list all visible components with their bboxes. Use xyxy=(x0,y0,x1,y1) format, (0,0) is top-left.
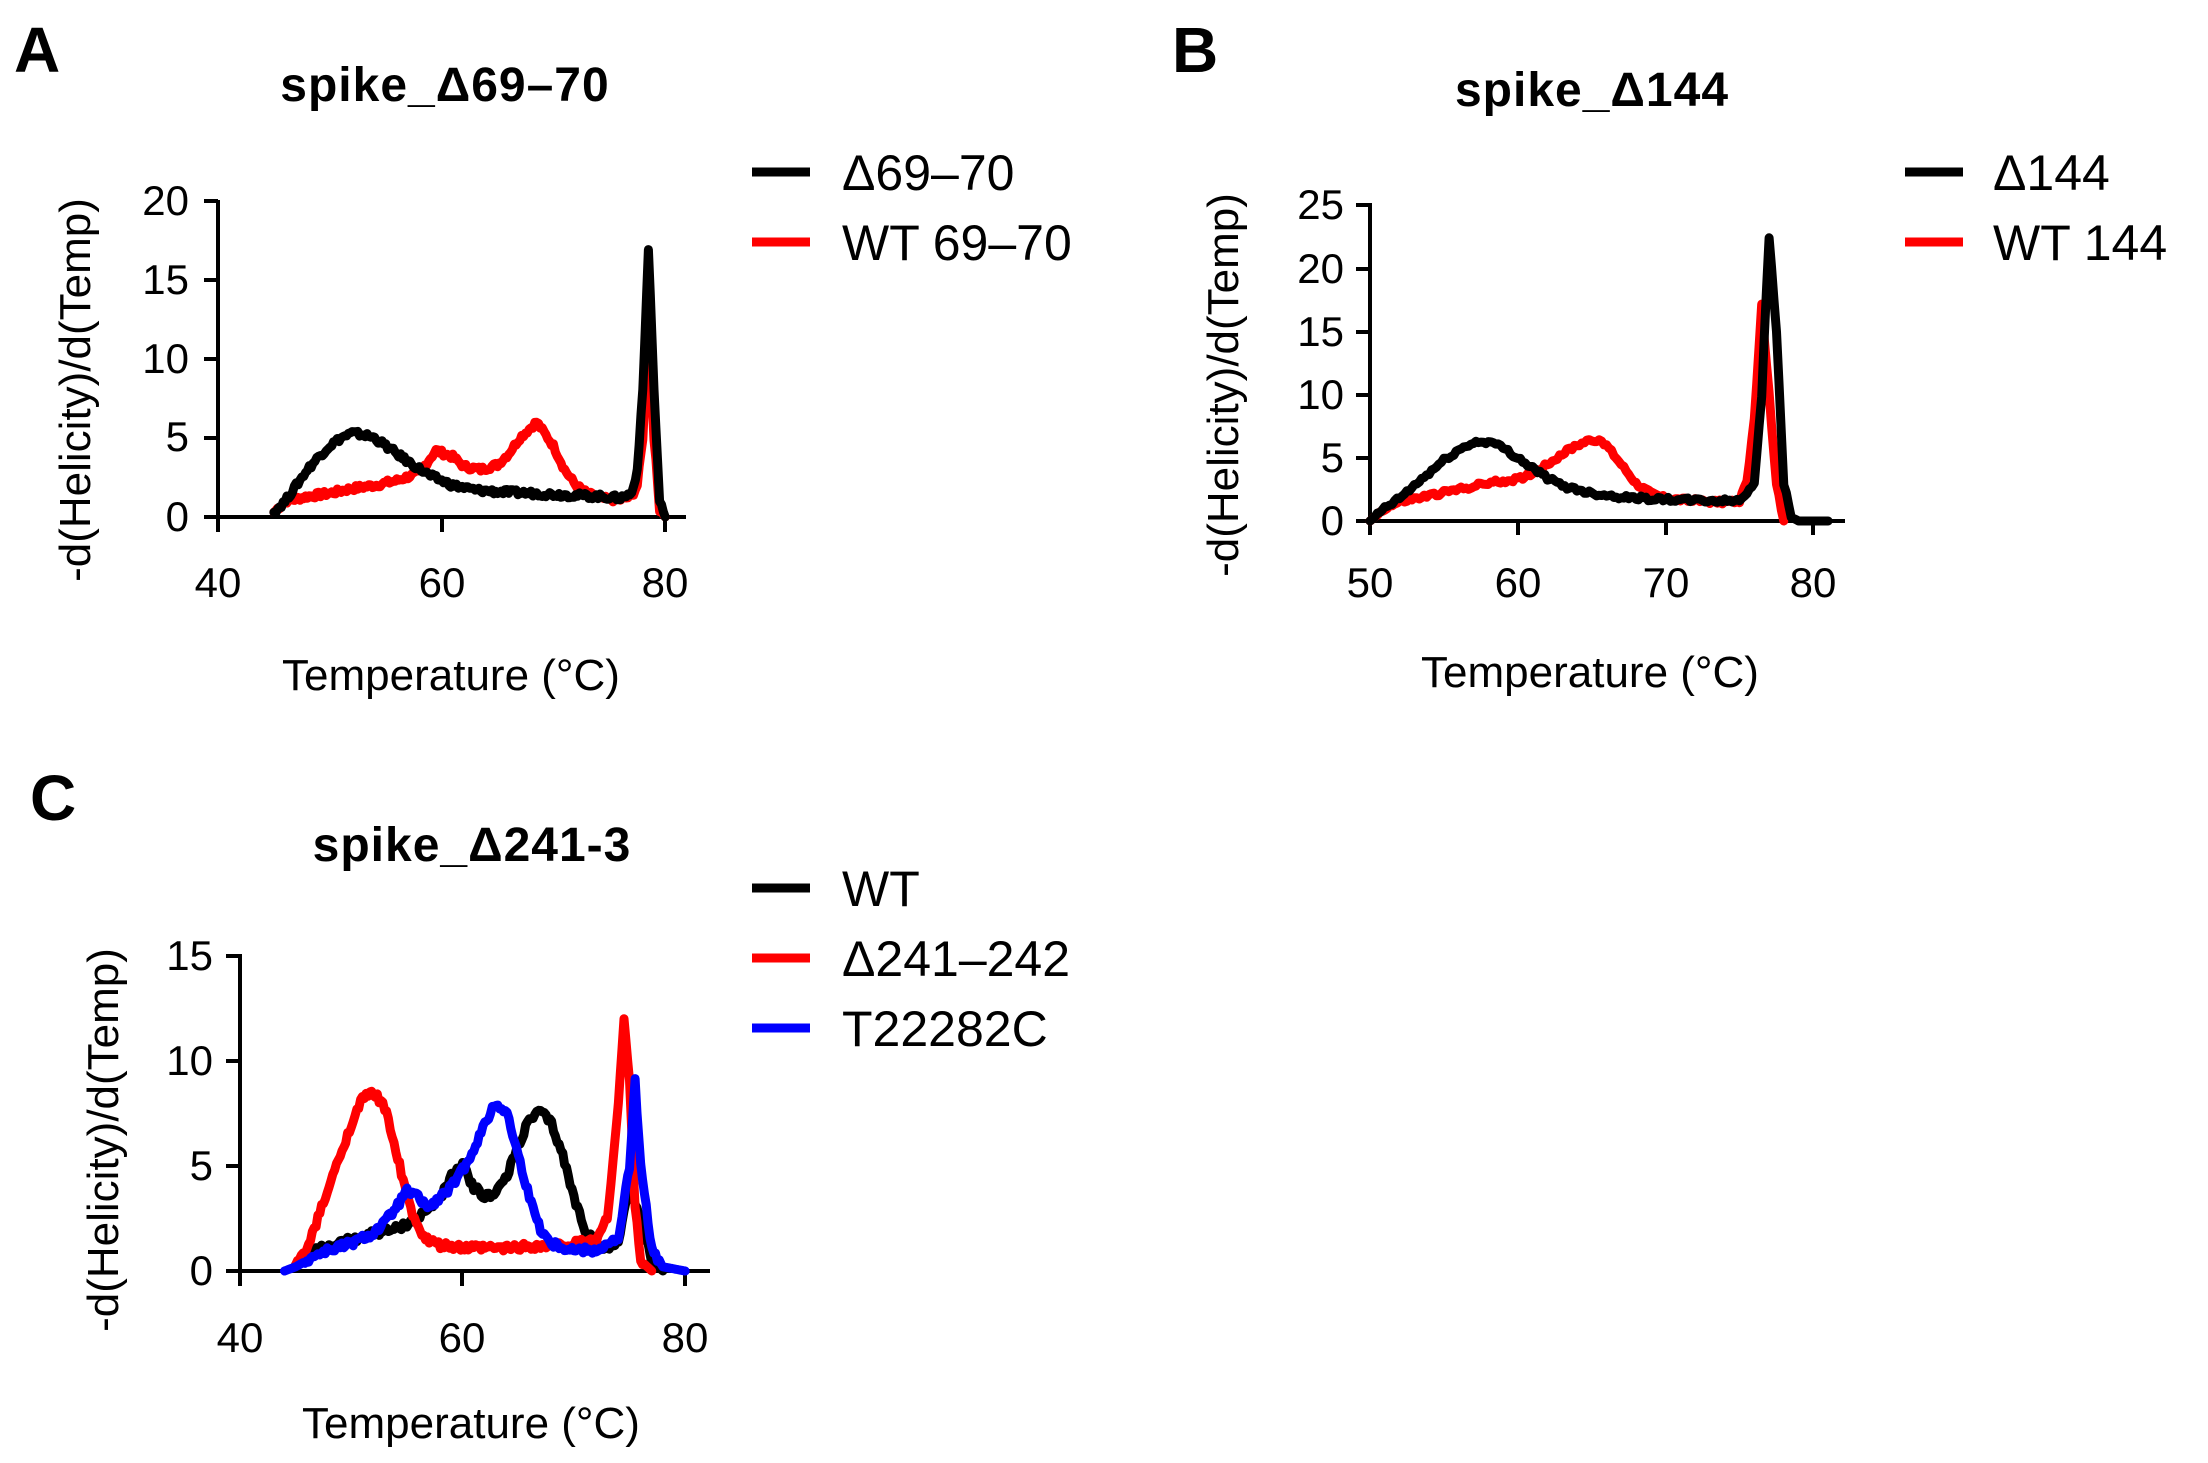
panel-c-y-tick: 15 xyxy=(166,932,213,979)
panel-c-y-tick: 0 xyxy=(190,1247,213,1294)
panel-b-y-tick: 20 xyxy=(1297,245,1344,292)
legend-label-delta-69-70: Δ69–70 xyxy=(842,145,1014,201)
panel-b-xlabel: Temperature (°C) xyxy=(1421,648,1759,697)
panel-letter-c: C xyxy=(30,762,76,834)
panel-c-y-tick: 10 xyxy=(166,1037,213,1084)
legend-label-t22282c: T22282C xyxy=(842,1001,1048,1057)
panel-c-title: spike_Δ241-3 xyxy=(313,819,632,872)
legend-label-delta-144: Δ144 xyxy=(1993,145,2110,201)
panel-letter-b: B xyxy=(1172,14,1218,86)
panel-a-series-delta-69-70 xyxy=(269,245,670,522)
panel-c-xlabel: Temperature (°C) xyxy=(302,1399,640,1448)
panel-a-y-tick: 10 xyxy=(142,335,189,382)
panel-a-y-tick: 0 xyxy=(166,493,189,540)
panel-c-series-t22282c xyxy=(280,1074,690,1276)
panel-b-y-ticks: 0 5 10 15 20 25 xyxy=(1297,181,1344,544)
panel-a-y-tick: 15 xyxy=(142,256,189,303)
panel-a-x-tick: 80 xyxy=(642,559,689,606)
panel-b-y-tick: 10 xyxy=(1297,371,1344,418)
panel-c-axes xyxy=(226,954,710,1286)
panel-b-legend: Δ144 WT 144 xyxy=(1905,145,2167,271)
panel-letter-a: A xyxy=(14,14,60,86)
panel-a-y-ticks: 0 5 10 15 20 xyxy=(142,177,189,540)
panel-a-xlabel: Temperature (°C) xyxy=(282,651,620,700)
panel-b-x-ticks: 50 60 70 80 xyxy=(1347,559,1837,606)
legend-label-wt-144: WT 144 xyxy=(1993,215,2167,271)
panel-b-y-tick: 5 xyxy=(1321,434,1344,481)
panel-c-x-ticks: 40 60 80 xyxy=(217,1314,709,1361)
panel-a: A spike_Δ69–70 -d(Helicity)/d(Temp) Temp… xyxy=(14,14,1072,700)
panel-c-x-tick: 40 xyxy=(217,1314,264,1361)
panel-b-x-tick: 70 xyxy=(1643,559,1690,606)
panel-a-x-tick: 60 xyxy=(419,559,466,606)
panel-b-x-tick: 80 xyxy=(1790,559,1837,606)
panel-b-ylabel: -d(Helicity)/d(Temp) xyxy=(1199,193,1248,577)
panel-a-x-ticks: 40 60 80 xyxy=(195,559,689,606)
panel-a-axes xyxy=(204,199,686,532)
panel-b-y-tick: 25 xyxy=(1297,181,1344,228)
panel-b-title: spike_Δ144 xyxy=(1455,64,1729,117)
panel-a-legend: Δ69–70 WT 69–70 xyxy=(752,145,1072,271)
panel-a-x-tick: 40 xyxy=(195,559,242,606)
panel-b-x-tick: 60 xyxy=(1495,559,1542,606)
panel-b: B spike_Δ144 -d(Helicity)/d(Temp) Temper… xyxy=(1172,14,2167,697)
panel-c: C spike_Δ241-3 -d(Helicity)/d(Temp) Temp… xyxy=(30,762,1070,1448)
panel-c-x-tick: 60 xyxy=(439,1314,486,1361)
panel-c-y-ticks: 0 5 10 15 xyxy=(166,932,213,1294)
panel-b-series-delta-144 xyxy=(1365,233,1833,526)
panel-a-y-tick: 20 xyxy=(142,177,189,224)
panel-b-x-tick: 50 xyxy=(1347,559,1394,606)
legend-label-delta-241-242: Δ241–242 xyxy=(842,931,1070,987)
panel-c-x-tick: 80 xyxy=(662,1314,709,1361)
panel-c-legend: WT Δ241–242 T22282C xyxy=(752,861,1070,1057)
panel-c-series-delta-241-242 xyxy=(291,1014,657,1276)
panel-b-axes xyxy=(1356,203,1845,535)
panel-a-ylabel: -d(Helicity)/d(Temp) xyxy=(51,198,100,582)
panel-b-y-tick: 15 xyxy=(1297,308,1344,355)
panel-a-y-tick: 5 xyxy=(166,413,189,460)
panel-c-ylabel: -d(Helicity)/d(Temp) xyxy=(79,948,128,1332)
panel-a-title: spike_Δ69–70 xyxy=(280,59,609,112)
legend-label-wt-69-70: WT 69–70 xyxy=(842,215,1072,271)
panel-c-y-tick: 5 xyxy=(190,1142,213,1189)
panel-b-y-tick: 0 xyxy=(1321,497,1344,544)
legend-label-wt: WT xyxy=(842,861,920,917)
